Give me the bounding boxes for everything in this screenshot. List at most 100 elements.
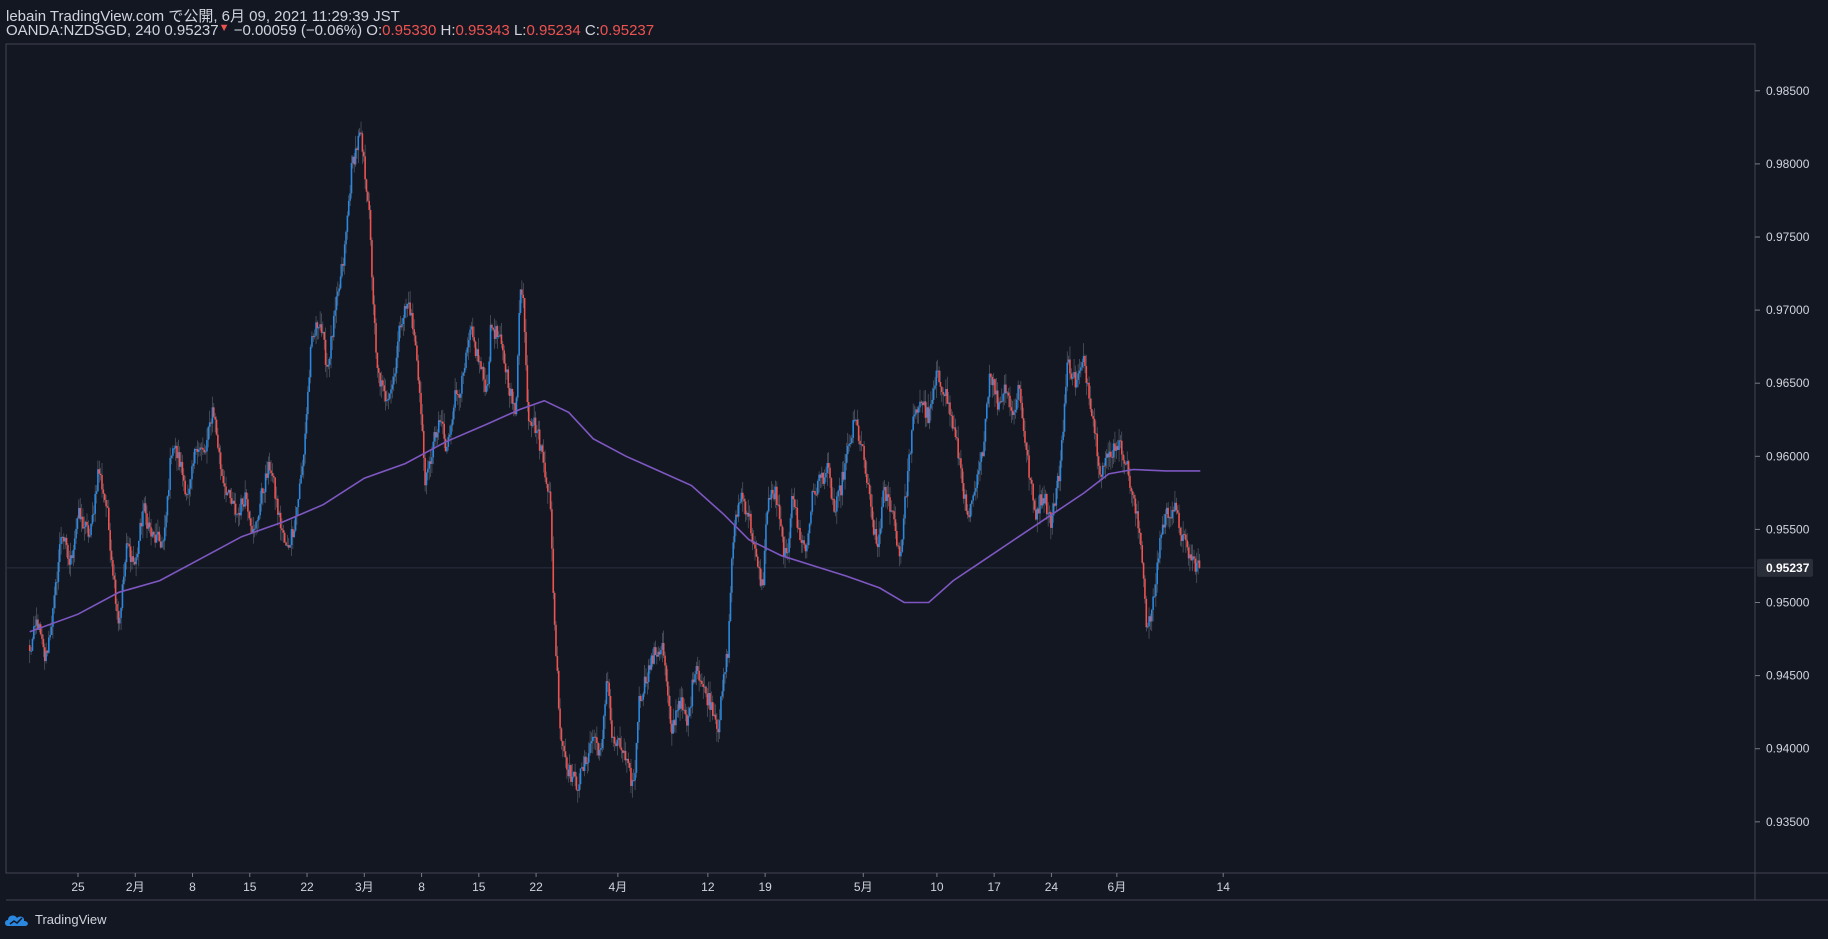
candle-body	[322, 331, 324, 333]
candle-body	[1172, 509, 1175, 512]
candle	[930, 391, 932, 421]
candle-body	[615, 743, 617, 746]
candle-body	[900, 551, 902, 557]
candle-body	[281, 528, 283, 531]
candle-body	[407, 302, 410, 304]
candle	[651, 648, 654, 667]
candle	[538, 420, 541, 460]
candle-body	[585, 756, 587, 764]
candle-body	[904, 496, 906, 519]
candle	[271, 463, 274, 483]
candle-body	[763, 550, 766, 586]
candle-body	[564, 751, 567, 758]
candle	[342, 257, 345, 272]
candle	[1052, 493, 1055, 523]
candle-body	[583, 756, 586, 772]
candle-body	[931, 399, 934, 404]
candle-body	[512, 403, 515, 405]
candle-body	[1011, 410, 1014, 416]
candle-body	[736, 514, 739, 517]
candle	[748, 505, 751, 521]
candle-body	[966, 510, 969, 516]
candle	[113, 564, 116, 589]
candle	[337, 281, 339, 306]
candle-body	[908, 454, 910, 472]
last-price-label: 0.95237	[1766, 561, 1810, 575]
footer-brand[interactable]: TradingView	[4, 912, 107, 927]
candle	[289, 544, 291, 549]
candle-body	[927, 407, 929, 423]
candle	[497, 331, 500, 339]
candle-body	[905, 496, 908, 498]
price-axis[interactable]: 0.935000.940000.945000.950000.955000.960…	[1755, 84, 1810, 829]
candle	[801, 534, 804, 553]
candle	[1152, 588, 1154, 622]
candle	[98, 460, 101, 483]
candle	[1063, 394, 1066, 437]
candle	[1022, 407, 1025, 437]
candle-body	[1120, 440, 1123, 455]
candle	[349, 185, 351, 207]
candle-body	[638, 695, 640, 723]
candle-body	[1182, 534, 1184, 541]
candle	[128, 537, 131, 558]
candle	[879, 518, 882, 544]
candle-body	[174, 445, 177, 449]
candle	[1141, 540, 1144, 565]
candle-body	[267, 461, 270, 478]
candle-body	[1190, 554, 1193, 561]
candle	[283, 530, 286, 543]
candle-body	[82, 516, 84, 529]
candles-group[interactable]	[28, 121, 1201, 803]
candle-body	[1119, 440, 1122, 442]
candle-body	[481, 366, 484, 370]
candle	[1163, 513, 1165, 534]
ohlc-legend: OANDA:NZDSGD, 240 0.95237▼ −0.00059 (−0.…	[6, 22, 654, 39]
candle-body	[796, 507, 799, 528]
candle-body	[935, 370, 938, 386]
time-axis[interactable]: 25 2月 8 15 22 3月 8 15 22 4月 12 19 5月 10 17 24 6月 14	[71, 873, 1230, 894]
candle-body	[675, 710, 677, 726]
candle	[211, 396, 214, 433]
candle	[147, 517, 150, 532]
candle	[120, 606, 122, 631]
candle-body	[214, 416, 216, 420]
candle-body	[593, 736, 595, 738]
candle	[973, 480, 976, 497]
candle	[683, 698, 685, 714]
candle-body	[41, 634, 43, 639]
candle-body	[611, 720, 613, 738]
candle	[397, 331, 399, 368]
candle	[229, 488, 231, 504]
candle	[1033, 498, 1036, 512]
candle	[354, 135, 357, 167]
candle-body	[316, 322, 319, 329]
candle-body	[275, 498, 278, 500]
candle	[725, 649, 728, 679]
candle	[1093, 408, 1096, 440]
candle	[886, 485, 889, 510]
candle	[995, 378, 998, 404]
candle-body	[653, 647, 655, 664]
candle-body	[56, 581, 58, 583]
candle	[1078, 359, 1081, 385]
candle	[1122, 450, 1124, 474]
candle	[1075, 370, 1078, 389]
candle	[87, 520, 90, 543]
candle	[920, 400, 923, 406]
candle-body	[49, 634, 51, 638]
candle	[934, 377, 936, 391]
candle	[1030, 476, 1033, 496]
candle	[34, 615, 36, 636]
candle	[634, 759, 636, 791]
candle	[658, 647, 661, 661]
candle	[566, 755, 568, 780]
candle	[1178, 504, 1180, 534]
candle	[797, 519, 800, 530]
candle	[1131, 489, 1134, 507]
candle	[598, 743, 601, 761]
candle	[988, 364, 991, 408]
candle	[368, 192, 371, 220]
last-price-badge	[1757, 558, 1813, 577]
